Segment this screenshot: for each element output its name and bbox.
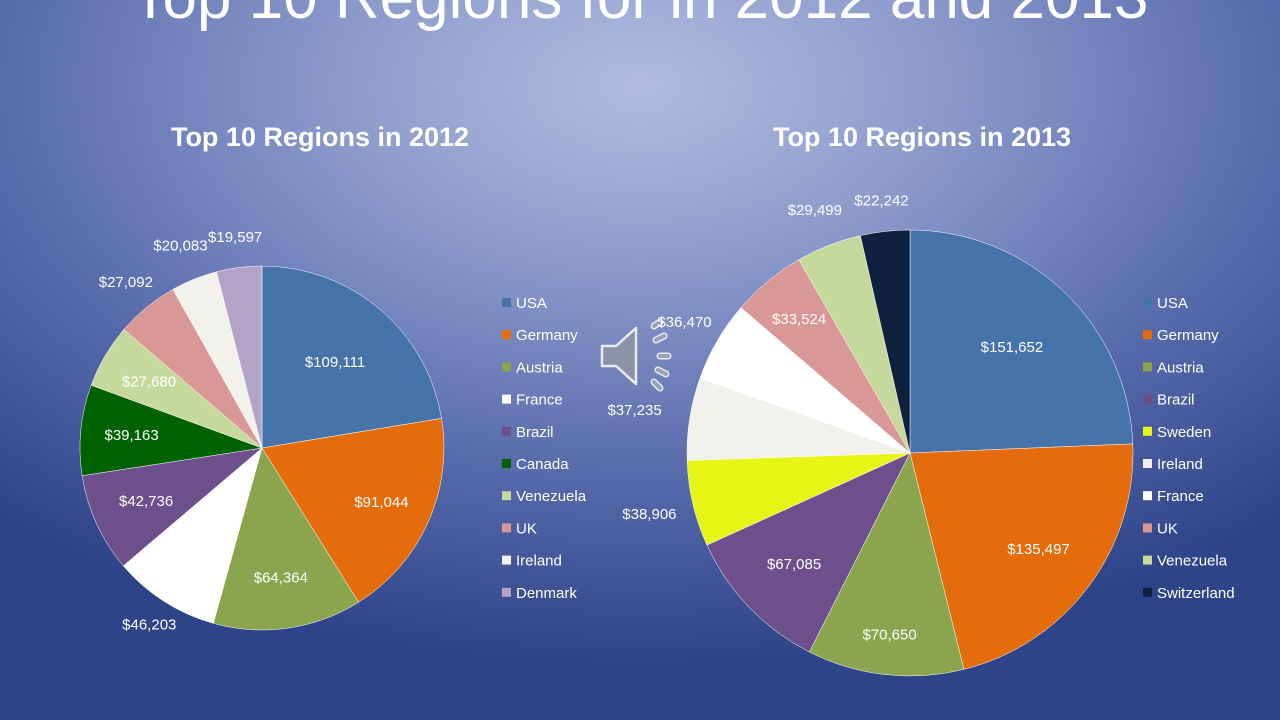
legend-swatch — [502, 459, 511, 468]
legend-item: Brazil — [1157, 392, 1195, 409]
legend-swatch — [502, 587, 511, 597]
data-label: $67,085 — [767, 556, 821, 573]
legend-swatch — [1143, 523, 1152, 533]
data-label: $109,111 — [305, 354, 365, 371]
speaker-icon[interactable] — [600, 318, 672, 392]
pie-slice-switzerland[interactable] — [860, 229, 911, 454]
legend-item: France — [1157, 488, 1204, 505]
legend-item: Ireland — [516, 553, 562, 570]
pie-slice-germany[interactable] — [261, 418, 445, 603]
legend-item: Germany — [1157, 327, 1219, 344]
chart-title-2013: Top 10 Regions in 2013 — [773, 122, 1071, 152]
legend-item: Venezuela — [1157, 553, 1228, 570]
legend-item: Denmark — [516, 585, 577, 602]
legend-item: Brazil — [516, 424, 554, 441]
pie-slice-usa[interactable] — [909, 229, 1134, 454]
legend-item: Ireland — [1157, 456, 1203, 473]
legend-item: Austria — [516, 359, 563, 376]
legend-item: Germany — [516, 327, 578, 344]
legend-item: Sweden — [1157, 424, 1211, 441]
legend-swatch — [1143, 298, 1152, 307]
data-label: $38,906 — [622, 506, 676, 523]
legend-item: Switzerland — [1157, 585, 1235, 602]
legend-swatch — [502, 330, 511, 340]
legend-swatch — [1143, 491, 1152, 501]
legend-swatch — [1143, 330, 1152, 340]
data-label: $46,203 — [122, 616, 176, 633]
data-label: $36,470 — [657, 314, 711, 331]
legend-item: UK — [516, 520, 537, 537]
legend-item: Venezuela — [516, 488, 587, 505]
pie-slice-austria[interactable] — [213, 447, 359, 631]
data-label: $27,680 — [122, 374, 176, 391]
pie-slice-austria[interactable] — [809, 452, 965, 677]
pie-slice-brazil[interactable] — [706, 452, 911, 653]
legend-swatch — [502, 426, 511, 436]
legend-swatch — [1143, 459, 1152, 468]
legend-swatch — [1143, 362, 1152, 372]
legend-swatch — [502, 394, 511, 404]
pie-1 — [686, 229, 1134, 677]
legend-swatch — [502, 362, 511, 372]
pie-slice-canada[interactable] — [79, 384, 263, 476]
legend-item: Austria — [1157, 359, 1204, 376]
legend-swatch — [502, 555, 511, 565]
legend-item: France — [516, 392, 563, 409]
slide-title: Top 10 Regions for in 2012 and 2013 — [0, 0, 1280, 33]
legend-item: UK — [1157, 520, 1178, 537]
legend-swatch — [1143, 394, 1152, 404]
data-label: $42,736 — [119, 493, 173, 510]
data-label: $64,364 — [254, 570, 308, 587]
pie-slice-germany[interactable] — [909, 443, 1134, 670]
legend-item: Canada — [516, 456, 569, 473]
legend-swatch — [1143, 426, 1152, 436]
data-label: $27,092 — [99, 274, 153, 291]
pie-slice-usa[interactable] — [261, 265, 442, 449]
legend-item: USA — [1157, 295, 1188, 312]
data-label: $151,652 — [981, 339, 1044, 356]
data-label: $39,163 — [104, 427, 158, 444]
legend-swatch — [502, 523, 511, 533]
legend-swatch — [1143, 587, 1152, 597]
data-label: $91,044 — [354, 494, 408, 511]
legend-swatch — [502, 491, 511, 501]
pie-slice-france[interactable] — [122, 447, 263, 624]
pie-slice-denmark[interactable] — [216, 265, 263, 449]
legend-item: USA — [516, 295, 547, 312]
pie-slice-brazil[interactable] — [81, 447, 263, 567]
data-label: $70,650 — [862, 627, 916, 644]
data-label: $135,497 — [1007, 541, 1070, 558]
legend-swatch — [1143, 555, 1152, 565]
data-label: $19,597 — [208, 229, 262, 246]
legend-swatch — [502, 298, 511, 307]
data-label: $22,242 — [854, 192, 908, 209]
data-label: $33,524 — [772, 311, 826, 328]
data-label: $29,499 — [788, 202, 842, 219]
pie-0 — [79, 265, 445, 631]
data-label: $37,235 — [607, 402, 661, 419]
chart-title-2012: Top 10 Regions in 2012 — [171, 122, 469, 152]
data-label: $20,083 — [153, 237, 207, 254]
